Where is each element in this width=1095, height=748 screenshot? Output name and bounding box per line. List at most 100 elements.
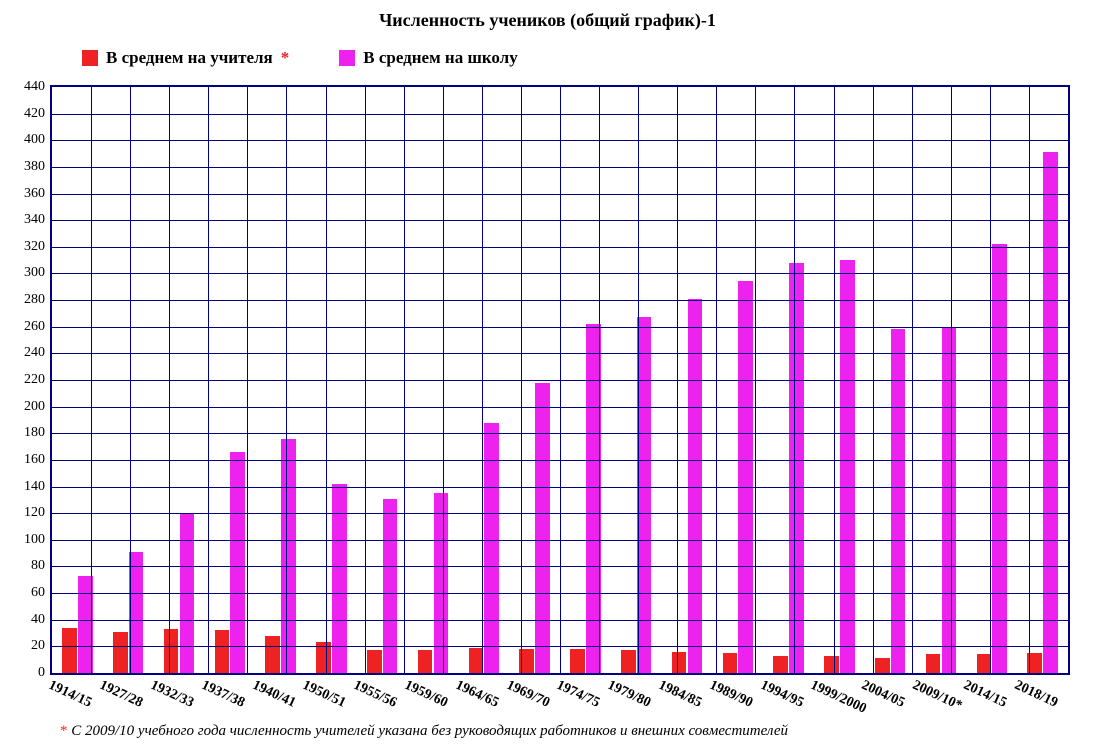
gridline-v: [560, 87, 561, 673]
legend: В среднем на учителя * В среднем на школу: [82, 48, 518, 68]
bar-per_school: [535, 383, 550, 673]
y-tick-label: 340: [5, 212, 45, 228]
bar-per_teacher: [570, 649, 585, 673]
footnote: * С 2009/10 учебного года численность уч…: [60, 723, 788, 740]
x-tick-label: 1969/70: [503, 678, 551, 712]
bar-per_teacher: [773, 656, 788, 673]
bar-per_teacher: [164, 629, 179, 673]
y-tick-label: 0: [5, 665, 45, 681]
bar-per_teacher: [367, 650, 382, 673]
legend-item: В среднем на учителя *: [82, 48, 289, 68]
gridline-v: [755, 87, 756, 673]
bar-per_teacher: [621, 650, 636, 673]
gridline-v: [834, 87, 835, 673]
y-tick-label: 300: [5, 265, 45, 281]
gridline-v: [599, 87, 600, 673]
gridline-v: [169, 87, 170, 673]
y-tick-label: 200: [5, 399, 45, 415]
bar-per_teacher: [723, 653, 738, 673]
gridline-v: [326, 87, 327, 673]
y-tick-label: 400: [5, 132, 45, 148]
bar-per_school: [840, 260, 855, 673]
gridline-v: [638, 87, 639, 673]
bar-per_teacher: [672, 652, 687, 673]
bar-per_teacher: [824, 656, 839, 673]
gridline-v: [794, 87, 795, 673]
x-tick-label: 1989/90: [706, 678, 754, 712]
x-tick-label: 1932/33: [148, 678, 196, 712]
x-tick-label: 1979/80: [605, 678, 653, 712]
y-tick-label: 420: [5, 106, 45, 122]
y-tick-label: 260: [5, 319, 45, 335]
y-tick-label: 100: [5, 532, 45, 548]
x-tick-label: 1950/51: [300, 678, 348, 712]
x-tick-label: 1964/65: [452, 678, 500, 712]
plot-area: [50, 85, 1070, 675]
bar-per_school: [230, 452, 245, 673]
gridline-v: [443, 87, 444, 673]
gridline-v: [677, 87, 678, 673]
x-tick-label: 1927/28: [97, 678, 145, 712]
gridline-v: [365, 87, 366, 673]
bar-per_teacher: [113, 632, 128, 673]
y-tick-label: 160: [5, 452, 45, 468]
bar-per_school: [1043, 152, 1058, 673]
bar-per_teacher: [418, 650, 433, 673]
chart-container: Численность учеников (общий график)-1 В …: [0, 0, 1095, 748]
footnote-text: С 2009/10 учебного года численность учит…: [71, 723, 788, 739]
y-tick-label: 20: [5, 638, 45, 654]
gridline-v: [951, 87, 952, 673]
gridline-v: [130, 87, 131, 673]
y-tick-label: 180: [5, 425, 45, 441]
legend-label: В среднем на учителя: [106, 48, 273, 68]
footnote-asterisk: *: [60, 723, 71, 739]
bar-per_teacher: [215, 630, 230, 673]
y-tick-label: 220: [5, 372, 45, 388]
y-tick-label: 440: [5, 79, 45, 95]
bar-per_school: [738, 281, 753, 673]
bar-per_school: [789, 263, 804, 673]
gridline-v: [286, 87, 287, 673]
x-tick-label: 1914/15: [46, 678, 94, 712]
y-tick-label: 380: [5, 159, 45, 175]
y-tick-label: 140: [5, 479, 45, 495]
x-tick-label: 2009/10*: [910, 678, 965, 715]
bar-per_teacher: [875, 658, 890, 673]
y-tick-label: 240: [5, 345, 45, 361]
gridline-v: [1029, 87, 1030, 673]
y-tick-label: 360: [5, 186, 45, 202]
gridline-v: [873, 87, 874, 673]
gridline-v: [247, 87, 248, 673]
gridline-v: [912, 87, 913, 673]
y-tick-label: 80: [5, 558, 45, 574]
x-tick-label: 1984/85: [656, 678, 704, 712]
x-tick-label: 1959/60: [402, 678, 450, 712]
x-tick-label: 2014/15: [960, 678, 1008, 712]
y-tick-label: 320: [5, 239, 45, 255]
y-tick-label: 280: [5, 292, 45, 308]
y-tick-label: 40: [5, 612, 45, 628]
bar-per_school: [992, 244, 1007, 673]
x-tick-label: 1937/38: [198, 678, 246, 712]
gridline-v: [482, 87, 483, 673]
legend-label: В среднем на школу: [363, 48, 517, 68]
x-tick-label: 1955/56: [351, 678, 399, 712]
gridline-v: [404, 87, 405, 673]
legend-swatch: [82, 50, 98, 66]
x-tick-label: 2018/19: [1011, 678, 1059, 712]
gridline-v: [716, 87, 717, 673]
y-tick-label: 60: [5, 585, 45, 601]
chart-title: Численность учеников (общий график)-1: [0, 10, 1095, 31]
x-tick-label: 1940/41: [249, 678, 297, 712]
bar-per_school: [942, 327, 957, 673]
gridline-v: [208, 87, 209, 673]
bar-per_teacher: [265, 636, 280, 673]
legend-asterisk: *: [281, 48, 290, 68]
gridline-v: [990, 87, 991, 673]
legend-swatch: [339, 50, 355, 66]
x-tick-label: 1994/95: [757, 678, 805, 712]
x-tick-label: 1974/75: [554, 678, 602, 712]
bar-per_teacher: [926, 654, 941, 673]
y-tick-label: 120: [5, 505, 45, 521]
gridline-v: [91, 87, 92, 673]
